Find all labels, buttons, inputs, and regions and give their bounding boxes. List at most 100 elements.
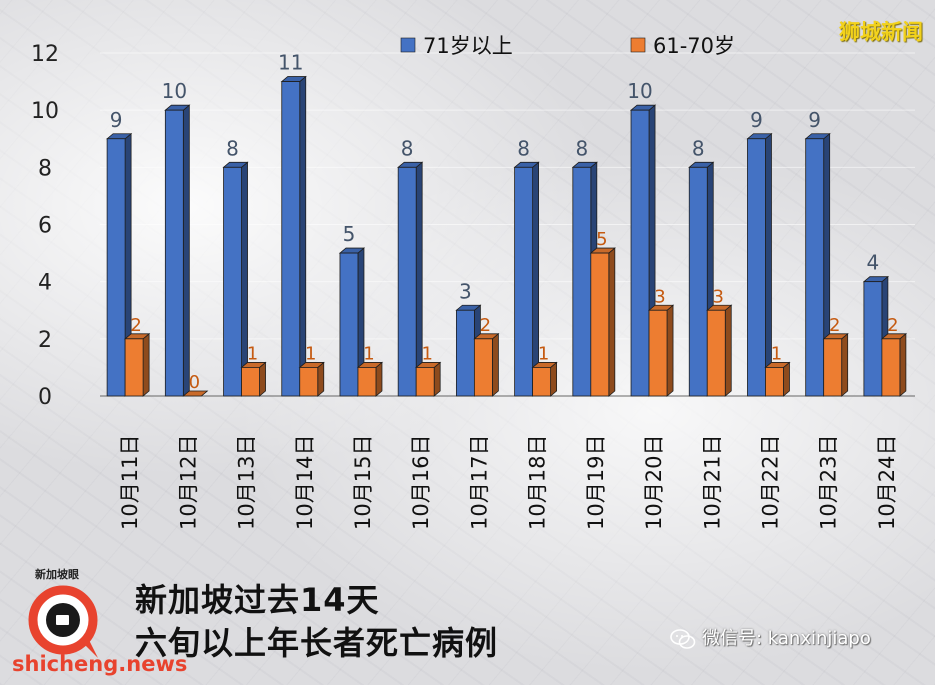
data-label-s1: 3 xyxy=(459,279,472,303)
y-tick-label: 10 xyxy=(31,99,59,124)
bar-side-s2 xyxy=(142,332,150,397)
y-tick-label: 4 xyxy=(38,271,52,296)
x-tick-label: 10月14日 xyxy=(293,435,317,530)
bar-side-s2 xyxy=(899,332,907,397)
x-tick-label: 10月12日 xyxy=(176,435,200,530)
bar-s2 xyxy=(706,309,726,397)
data-label-s1: 11 xyxy=(278,51,303,75)
logo-label: 新加坡眼 xyxy=(35,568,79,581)
bar-side-s2 xyxy=(317,361,325,397)
bar-s2 xyxy=(765,367,784,397)
x-tick-label: 10月21日 xyxy=(700,435,724,530)
data-label-s1: 9 xyxy=(808,108,821,132)
data-label-s2: 2 xyxy=(480,315,491,336)
bar-s1 xyxy=(688,166,708,397)
x-tick-label: 10月13日 xyxy=(235,435,259,530)
bar-side-s2 xyxy=(783,361,790,397)
x-tick-label: 10月22日 xyxy=(758,435,782,530)
bar-s1 xyxy=(805,138,825,397)
x-tick-label: 10月11日 xyxy=(118,435,142,530)
bar-s2 xyxy=(357,367,377,397)
data-label-s1: 8 xyxy=(226,136,239,160)
data-label-s2: 1 xyxy=(421,343,432,364)
legend-label-s1: 71岁以上 xyxy=(423,34,513,58)
y-tick-label: 8 xyxy=(38,156,52,181)
data-label-s1: 5 xyxy=(343,222,356,246)
wechat-text: 微信号: kanxinjiapo xyxy=(702,628,871,649)
data-label-s2: 1 xyxy=(247,343,258,364)
bar-side-s2 xyxy=(375,361,383,397)
data-label-s1: 8 xyxy=(692,136,705,160)
bar-s1 xyxy=(397,166,417,397)
legend-swatch-s1 xyxy=(400,37,416,53)
wechat-icon xyxy=(670,629,696,649)
data-label-s2: 1 xyxy=(305,343,316,364)
bar-s2 xyxy=(124,338,144,397)
data-label-s2: 1 xyxy=(363,343,374,364)
data-label-s2: 2 xyxy=(130,315,141,336)
x-tick-label: 10月19日 xyxy=(584,435,608,530)
bar-s1 xyxy=(747,138,766,397)
bar-side-s2 xyxy=(724,304,732,397)
bar-s1 xyxy=(164,109,184,397)
legend-label-s2: 61-70岁 xyxy=(653,34,735,58)
data-label-s1: 4 xyxy=(867,251,880,275)
data-label-s1: 8 xyxy=(575,136,588,160)
bar-side-s2 xyxy=(433,361,441,397)
bar-s1 xyxy=(339,252,359,397)
bar-chart: 0246810129210月11日10010月12日8110月13日11110月… xyxy=(31,34,915,530)
data-label-s2: 5 xyxy=(596,229,607,250)
bar-s2 xyxy=(241,367,260,397)
bar-s2 xyxy=(473,338,493,397)
bar-s2 xyxy=(590,252,610,397)
data-label-s2: 0 xyxy=(189,372,200,393)
bar-s1 xyxy=(223,166,242,397)
bar-s2 xyxy=(415,367,435,397)
data-label-s2: 1 xyxy=(771,343,782,364)
bar-s2 xyxy=(299,367,319,397)
data-label-s2: 1 xyxy=(538,343,549,364)
bar-s1 xyxy=(106,138,126,397)
bar-s1 xyxy=(281,81,301,397)
x-tick-label: 10月23日 xyxy=(817,435,841,530)
bar-s1 xyxy=(630,109,650,397)
bar-side-s1 xyxy=(182,104,190,397)
x-tick-label: 10月17日 xyxy=(467,435,491,530)
bar-s1 xyxy=(572,166,592,397)
bar-s1 xyxy=(863,281,883,397)
bar-s2 xyxy=(532,367,552,397)
x-tick-label: 10月24日 xyxy=(875,435,899,530)
data-label-s1: 10 xyxy=(162,79,187,103)
bar-side-s2 xyxy=(608,247,616,397)
data-label-s2: 2 xyxy=(887,315,898,336)
bar-side-s2 xyxy=(259,361,266,397)
bar-top-s2 xyxy=(182,390,209,397)
y-tick-label: 0 xyxy=(38,385,52,410)
bar-s2 xyxy=(823,338,843,397)
data-label-s1: 8 xyxy=(401,136,414,160)
data-label-s2: 3 xyxy=(654,286,665,307)
x-tick-label: 10月18日 xyxy=(526,435,550,530)
caption-line-2: 六旬以上年长者死亡病例 xyxy=(135,624,499,662)
data-label-s1: 9 xyxy=(750,108,763,132)
bar-s1 xyxy=(514,166,534,397)
logo-icon xyxy=(28,585,98,658)
site-name: shicheng.news xyxy=(12,652,188,676)
data-label-s1: 9 xyxy=(110,108,123,132)
bar-side-s2 xyxy=(841,332,849,397)
data-label-s2: 2 xyxy=(829,315,840,336)
bar-side-s2 xyxy=(666,304,674,397)
bar-s2 xyxy=(648,309,668,397)
x-tick-label: 10月20日 xyxy=(642,435,666,530)
caption-line-1: 新加坡过去14天 xyxy=(135,581,380,619)
watermark-text: 狮城新闻 xyxy=(839,20,923,44)
y-tick-label: 12 xyxy=(31,42,59,67)
y-tick-label: 6 xyxy=(38,214,52,239)
bar-s1 xyxy=(455,309,475,397)
bar-s2 xyxy=(881,338,901,397)
wechat-id: 微信号: kanxinjiapo xyxy=(670,624,871,650)
bar-side-s2 xyxy=(491,332,499,397)
data-label-s1: 10 xyxy=(627,79,652,103)
y-tick-label: 2 xyxy=(38,328,52,353)
x-tick-label: 10月16日 xyxy=(409,435,433,530)
